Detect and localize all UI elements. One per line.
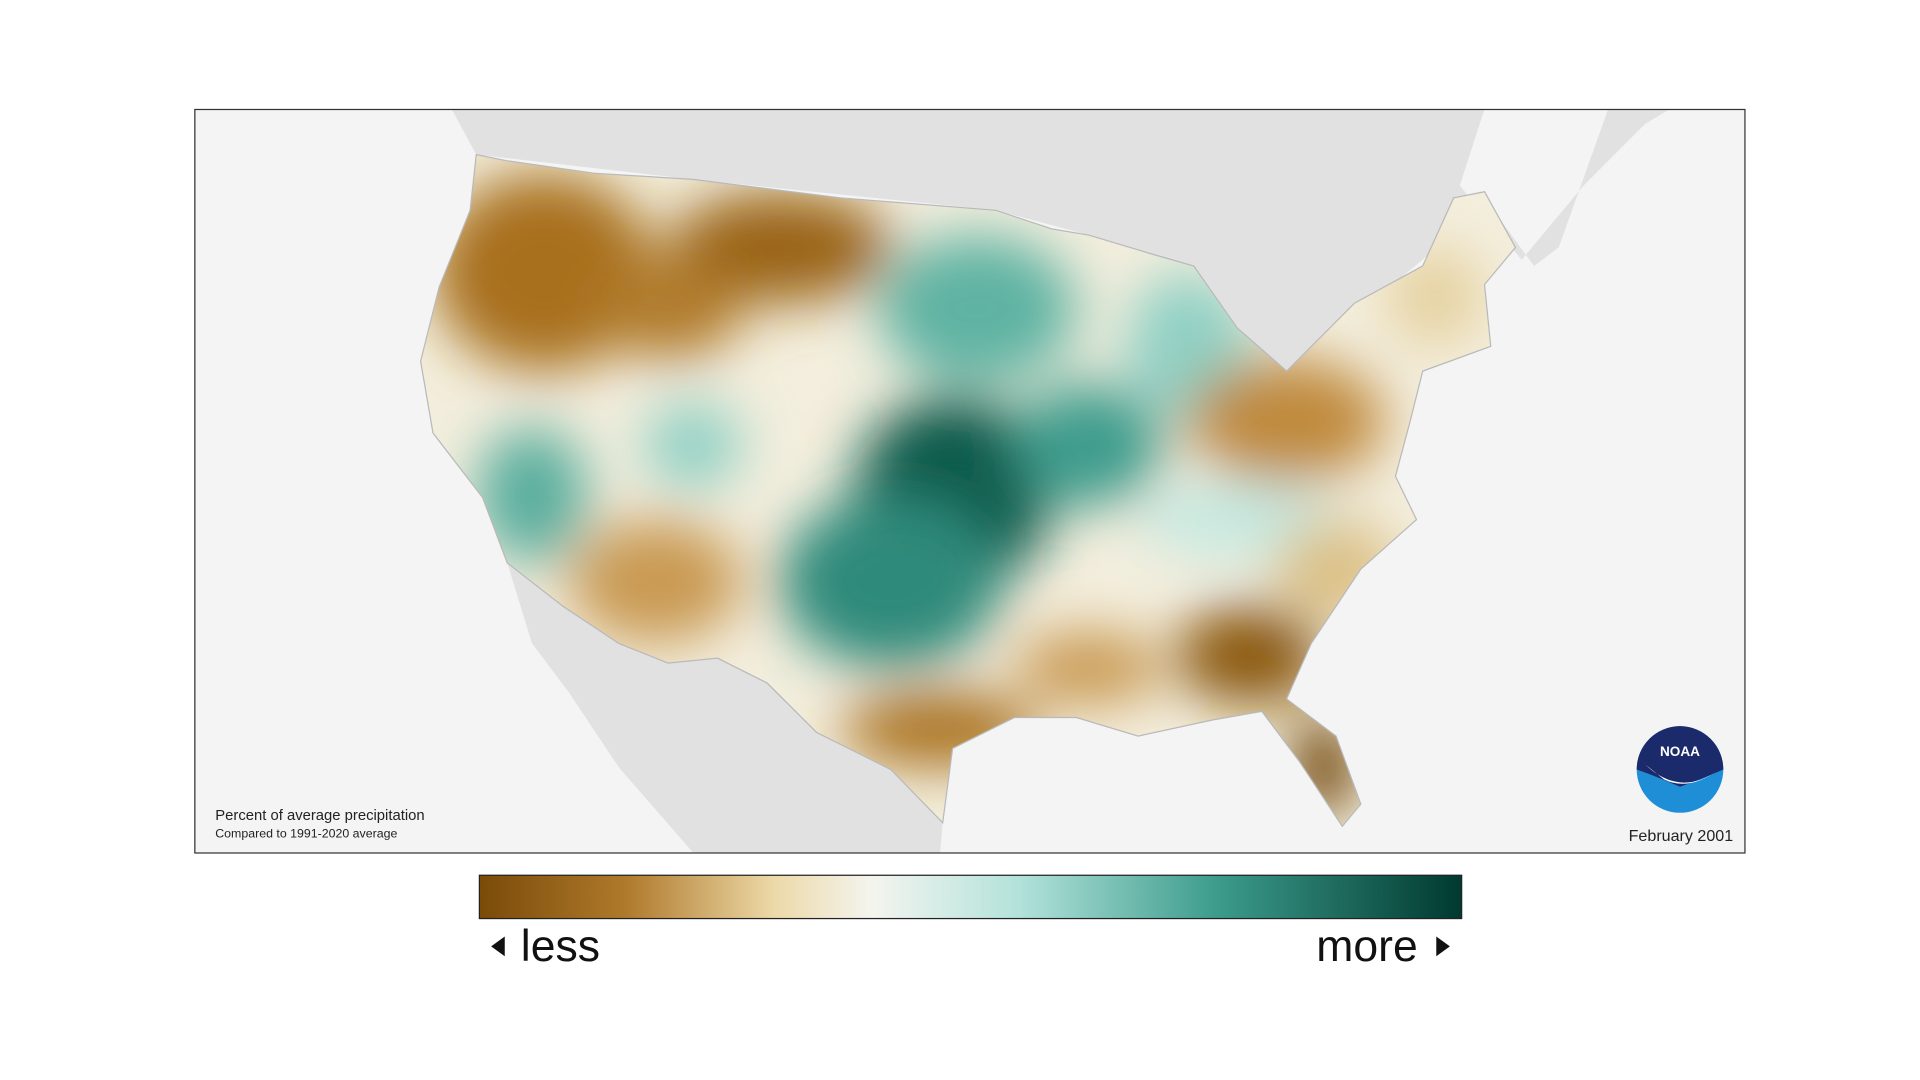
mexico <box>507 562 943 853</box>
arrow-left <box>491 936 505 957</box>
caption-title: Percent of average precipitation <box>215 808 424 824</box>
legend-high: more <box>1316 922 1417 971</box>
map-area: Percent of average precipitation Compare… <box>194 108 1745 853</box>
caption-subtitle: Compared to 1991-2020 average <box>215 827 397 841</box>
legend-low: less <box>521 922 600 971</box>
noaa-logo: NOAA <box>1636 726 1724 813</box>
logo-text: NOAA <box>1660 744 1700 759</box>
color-scale <box>478 874 1463 920</box>
date-label: February 2001 <box>1629 827 1734 845</box>
arrow-right <box>1436 936 1450 957</box>
map-frame <box>194 108 1746 854</box>
